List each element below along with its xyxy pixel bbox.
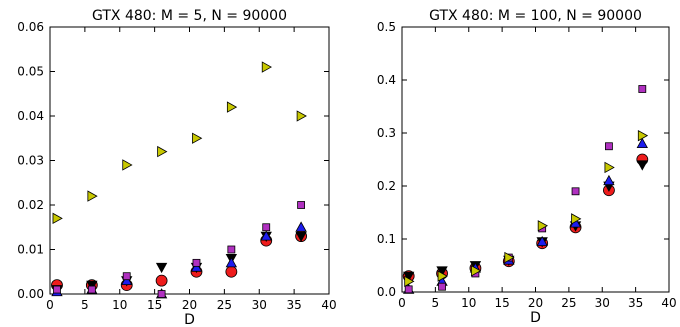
chart-title: GTX 480: M = 5, N = 90000	[92, 8, 287, 24]
data-point-triangle-up	[260, 230, 272, 241]
data-point-triangle-down	[436, 266, 448, 277]
data-point-square	[438, 282, 446, 291]
data-point-triangle-up	[295, 221, 307, 232]
data-point-triangle-up	[190, 261, 203, 272]
y-tick-label: 0.5	[377, 20, 396, 34]
y-tick-label: 0.2	[377, 179, 396, 193]
y-tick-label: 0.03	[17, 154, 44, 168]
axis-ticks: 0 5 10 15 20 25 30 35 40 0.00 0.01 0.02 0.03 0.04 0.05…	[17, 20, 336, 312]
x-axis-label: D	[530, 310, 541, 326]
data-point-square	[404, 285, 413, 294]
data-points	[402, 85, 649, 294]
x-tick-label: 10	[461, 296, 476, 310]
data-point-triangle-right	[637, 129, 649, 142]
data-point-square	[192, 258, 201, 267]
data-point-triangle-down	[402, 271, 415, 282]
x-tick-label: 0	[46, 298, 54, 312]
x-tick-label: 30	[595, 296, 610, 310]
data-point-square	[638, 85, 647, 93]
plot-area-frame	[401, 26, 670, 293]
data-points	[51, 61, 308, 299]
data-point-triangle-right	[192, 132, 203, 144]
data-point-triangle-down	[636, 160, 648, 171]
data-point-circle	[155, 274, 168, 287]
y-tick-label: 0.04	[17, 109, 44, 123]
data-point-triangle-down	[295, 231, 307, 242]
x-tick-label: 10	[112, 298, 127, 312]
data-point-triangle-up	[121, 274, 133, 286]
data-point-triangle-right	[52, 212, 63, 225]
x-tick-label: 35	[286, 298, 301, 312]
x-tick-label: 40	[321, 298, 336, 312]
x-tick-label: 35	[628, 296, 643, 310]
y-tick-label: 0.3	[377, 126, 396, 140]
data-point-triangle-right	[504, 251, 515, 264]
data-point-triangle-right	[122, 159, 133, 171]
data-point-triangle-right	[437, 270, 448, 282]
data-point-triangle-right	[157, 145, 168, 158]
data-point-square	[262, 223, 271, 232]
data-point-square	[122, 272, 131, 281]
chart-left: GTX 480: M = 5, N = 90000 D 0 5 10 15 20 25 30…	[17, 8, 336, 327]
y-tick-label: 0.4	[377, 73, 396, 87]
x-tick-label: 25	[561, 296, 576, 310]
y-tick-label: 0.00	[17, 287, 44, 301]
x-tick-label: 30	[252, 298, 267, 312]
data-point-triangle-up	[225, 257, 238, 268]
data-point-square	[53, 285, 61, 294]
data-point-square	[87, 285, 96, 294]
y-tick-label: 0.05	[17, 65, 44, 79]
plot-area-frame	[49, 26, 330, 295]
data-point-circle	[225, 265, 238, 278]
chart-right: GTX 480: M = 100, N = 90000 D 0 5 10 15 20 25…	[377, 8, 677, 326]
data-point-triangle-right	[537, 220, 548, 232]
data-point-triangle-up	[536, 235, 548, 247]
y-tick-label: 0.01	[17, 243, 44, 257]
data-point-square	[605, 142, 613, 151]
data-point-triangle-down	[155, 262, 168, 274]
data-point-triangle-right	[226, 101, 238, 113]
x-tick-label: 20	[182, 298, 197, 312]
y-tick-label: 0.06	[17, 20, 44, 34]
data-point-triangle-right	[471, 265, 482, 277]
y-tick-label: 0.0	[377, 285, 396, 299]
data-point-triangle-right	[604, 161, 615, 174]
x-tick-label: 20	[528, 296, 543, 310]
data-point-square	[227, 245, 236, 254]
x-tick-label: 5	[432, 296, 440, 310]
data-point-triangle-right	[404, 275, 415, 288]
data-point-square	[157, 290, 166, 298]
x-tick-label: 5	[81, 298, 89, 312]
x-tick-label: 15	[147, 298, 162, 312]
x-tick-label: 15	[494, 296, 509, 310]
x-axis-label: D	[184, 312, 195, 327]
y-tick-label: 0.1	[377, 232, 396, 246]
data-point-triangle-right	[296, 110, 307, 122]
chart-title: GTX 480: M = 100, N = 90000	[429, 8, 642, 24]
axis-ticks: 0 5 10 15 20 25 30 35 40 0.0 0.1 0.2 0.3 0.4 0.5	[377, 20, 677, 310]
data-point-square	[297, 201, 306, 209]
x-tick-label: 0	[398, 296, 406, 310]
data-point-triangle-right	[87, 190, 98, 202]
data-point-triangle-up	[603, 174, 615, 186]
data-point-triangle-right	[571, 213, 582, 225]
data-point-square	[571, 187, 580, 196]
data-point-triangle-right	[261, 61, 273, 73]
y-tick-label: 0.02	[17, 198, 44, 212]
data-point-triangle-up	[636, 137, 648, 149]
x-tick-label: 40	[661, 296, 676, 310]
x-tick-label: 25	[217, 298, 232, 312]
